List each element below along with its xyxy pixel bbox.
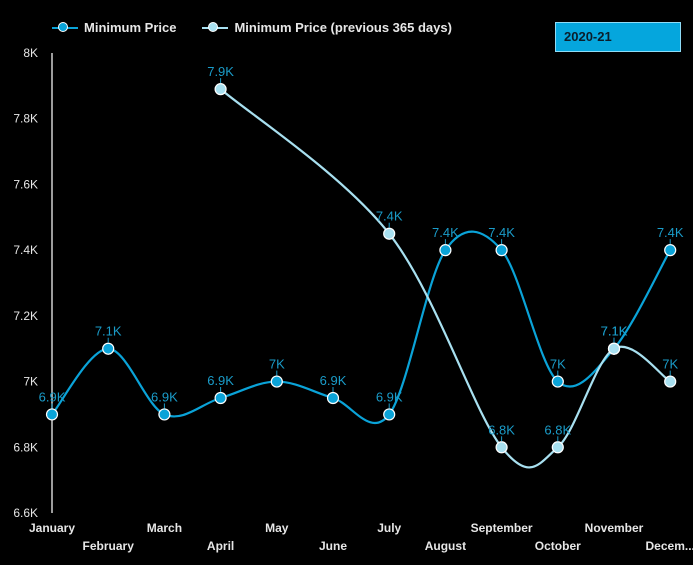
period-badge[interactable]: 2020-21 — [555, 22, 681, 52]
data-point-previous — [551, 441, 564, 454]
x-tick-label: July — [377, 521, 401, 535]
y-tick-label: 8K — [23, 46, 38, 60]
legend-label-previous: Minimum Price (previous 365 days) — [234, 20, 452, 35]
data-point-current — [45, 408, 59, 421]
data-label-current: 6.9K — [320, 373, 347, 388]
x-tick-label: September — [471, 521, 533, 535]
data-label-previous: 7K — [662, 357, 678, 372]
legend-label-current: Minimum Price — [84, 20, 177, 35]
legend-marker-current-icon — [52, 21, 78, 34]
data-point-previous — [607, 342, 621, 355]
legend: Minimum Price Minimum Price (previous 36… — [52, 20, 452, 35]
legend-item-previous[interactable]: Minimum Price (previous 365 days) — [202, 20, 452, 35]
data-label-previous: 7.9K — [207, 64, 234, 79]
data-label-current: 7.4K — [432, 225, 459, 240]
data-label-current: 6.9K — [39, 389, 66, 404]
data-label-previous: 7.1K — [601, 324, 628, 339]
y-tick-label: 7K — [23, 375, 38, 389]
data-point-current — [102, 342, 115, 355]
legend-marker-previous-icon — [202, 21, 229, 34]
data-label-previous: 7.4K — [376, 209, 403, 224]
x-tick-label: January — [29, 521, 75, 535]
series-line-current — [51, 230, 672, 424]
data-label-previous: 6.8K — [488, 422, 515, 437]
data-point-current — [551, 375, 564, 388]
x-tick-label: Decem... — [646, 539, 693, 553]
data-label-previous: 6.8K — [544, 422, 571, 437]
data-label-current: 7.1K — [95, 324, 122, 339]
y-tick-label: 7.6K — [13, 177, 38, 191]
data-point-current — [158, 408, 171, 421]
data-label-current: 7.4K — [488, 225, 515, 240]
data-label-current: 6.9K — [151, 389, 178, 404]
y-tick-label: 7.8K — [13, 112, 38, 126]
data-point-current — [664, 244, 677, 257]
series-line-previous — [219, 88, 671, 469]
x-tick-label: August — [425, 539, 466, 553]
data-point-current — [439, 244, 452, 257]
data-point-current — [214, 391, 227, 405]
x-tick-label: June — [319, 539, 347, 553]
data-point-previous — [214, 83, 227, 96]
x-tick-label: March — [147, 521, 182, 535]
data-point-previous — [495, 441, 508, 454]
data-label-current: 7.4K — [657, 225, 684, 240]
data-label-current: 7K — [550, 357, 566, 372]
data-label-current: 6.9K — [376, 389, 403, 404]
data-point-current — [495, 244, 508, 257]
x-tick-label: May — [265, 521, 289, 535]
data-label-current: 7.1K — [601, 324, 628, 339]
data-point-previous — [383, 227, 396, 240]
y-tick-label: 7.2K — [13, 309, 38, 323]
data-label-current: 6.9K — [207, 373, 234, 388]
data-point-previous — [664, 375, 677, 388]
data-point-current — [383, 408, 396, 421]
x-tick-label: November — [585, 521, 644, 535]
legend-item-current[interactable]: Minimum Price — [52, 20, 176, 35]
x-tick-label: October — [535, 539, 581, 553]
x-tick-label: February — [83, 539, 135, 553]
y-tick-label: 6.8K — [13, 440, 38, 454]
data-label-current: 7K — [269, 357, 285, 372]
y-tick-label: 6.6K — [13, 506, 38, 520]
data-point-current — [326, 391, 340, 405]
x-tick-label: April — [207, 539, 234, 553]
data-point-current — [270, 375, 283, 388]
y-tick-label: 7.4K — [13, 243, 38, 257]
